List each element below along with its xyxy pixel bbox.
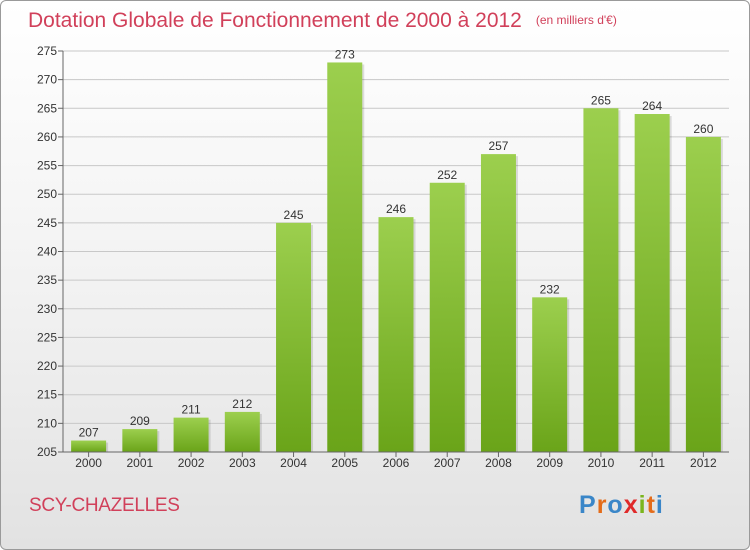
- y-tick-label: 230: [37, 302, 57, 316]
- data-label: 260: [693, 122, 713, 136]
- x-tick-label: 2010: [588, 456, 615, 470]
- data-label: 273: [335, 47, 355, 61]
- y-tick-label: 205: [37, 445, 57, 459]
- x-tick-label: 2002: [178, 456, 205, 470]
- data-label: 232: [540, 282, 560, 296]
- bar-2006: [378, 217, 414, 452]
- y-tick-label: 220: [37, 359, 57, 373]
- data-label: 212: [232, 397, 252, 411]
- y-tick-label: 260: [37, 130, 57, 144]
- bar-2007: [429, 182, 465, 452]
- bar-2011: [634, 114, 670, 452]
- data-label: 209: [130, 414, 150, 428]
- x-tick-label: 2012: [690, 456, 717, 470]
- commune-name: SCY-CHAZELLES: [29, 495, 180, 516]
- y-tick-label: 240: [37, 245, 57, 259]
- data-label: 245: [284, 208, 304, 222]
- data-label: 252: [437, 168, 457, 182]
- y-tick-label: 275: [37, 44, 57, 58]
- chart-unit: (en milliers d'€): [535, 13, 617, 27]
- y-tick-label: 250: [37, 187, 57, 201]
- x-tick-label: 2006: [383, 456, 410, 470]
- x-tick-label: 2005: [331, 456, 358, 470]
- x-tick-label: 2004: [280, 456, 307, 470]
- y-tick-label: 270: [37, 73, 57, 87]
- chart-title-text: Dotation Globale de Fonctionnement de 20…: [28, 9, 522, 32]
- bar-2010: [583, 108, 619, 453]
- logo-letter: i: [638, 491, 647, 519]
- data-label: 211: [182, 403, 201, 417]
- y-tick-label: 225: [37, 330, 57, 344]
- y-tick-label: 210: [37, 416, 57, 430]
- y-tick-label: 215: [37, 388, 57, 402]
- x-tick-label: 2007: [434, 456, 461, 470]
- data-label: 264: [642, 99, 662, 113]
- x-tick-label: 2008: [485, 456, 512, 470]
- bar-2004: [276, 222, 312, 452]
- logo-letter: o: [607, 491, 624, 519]
- bar-2001: [122, 429, 158, 452]
- y-tick-label: 235: [37, 273, 57, 287]
- bar-2012: [685, 136, 721, 452]
- bar-2000: [71, 440, 107, 452]
- axes: 2052102152202252302352402452502552602652…: [37, 44, 729, 470]
- y-tick-label: 265: [37, 101, 57, 115]
- data-label: 265: [591, 93, 611, 107]
- data-label: 246: [386, 202, 406, 216]
- x-tick-label: 2001: [126, 456, 153, 470]
- y-tick-label: 245: [37, 216, 57, 230]
- logo-letter: x: [623, 491, 639, 519]
- data-label: 257: [488, 139, 508, 153]
- x-tick-label: 2003: [229, 456, 256, 470]
- proxiti-logo: Proxiti: [579, 491, 664, 520]
- bars: 207 209 211 212 245 273 246 252 257 232 265 264 260: [71, 47, 723, 453]
- bar-2002: [173, 417, 209, 452]
- x-tick-label: 2000: [75, 456, 102, 470]
- logo-letter: i: [655, 491, 664, 519]
- chart-title: Dotation Globale de Fonctionnement de 20…: [28, 9, 617, 33]
- logo-letter: t: [646, 491, 656, 519]
- bar-2003: [224, 411, 260, 452]
- x-tick-label: 2011: [639, 456, 665, 470]
- x-tick-label: 2009: [536, 456, 563, 470]
- bar-2005: [327, 62, 363, 452]
- logo-letter: P: [579, 491, 597, 519]
- data-label: 207: [79, 426, 99, 440]
- bar-2009: [532, 297, 568, 452]
- bar-2008: [480, 154, 516, 452]
- y-tick-label: 255: [37, 159, 57, 173]
- logo-letter: r: [596, 491, 608, 519]
